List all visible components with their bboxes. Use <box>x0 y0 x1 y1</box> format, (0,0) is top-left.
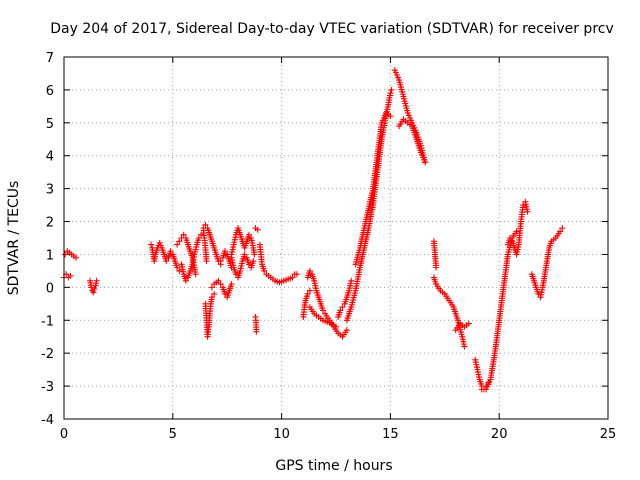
data-point <box>348 277 355 284</box>
x-tick-label: 10 <box>273 427 290 442</box>
data-point <box>202 221 209 228</box>
data-point <box>211 290 218 297</box>
data-point <box>167 248 174 255</box>
y-tick-label: 6 <box>46 84 54 99</box>
data-point <box>245 231 252 238</box>
x-axis-label: GPS time / hours <box>275 458 392 474</box>
y-tick-label: 2 <box>46 216 54 231</box>
grid <box>64 57 608 419</box>
data-point <box>559 225 566 232</box>
data-point <box>148 241 155 248</box>
data-point <box>67 272 74 279</box>
data-point <box>208 284 215 291</box>
x-tick-label: 15 <box>382 427 399 442</box>
data-point <box>203 258 210 265</box>
data-point <box>337 307 344 314</box>
y-tick-labels: -4 -3 -2 -1 0 1 2 3 4 5 6 7 <box>41 51 54 428</box>
y-tick-label: -1 <box>41 314 54 329</box>
data-point <box>208 294 215 301</box>
y-tick-label: 4 <box>46 150 54 165</box>
y-tick-label: 1 <box>46 248 54 263</box>
data-point <box>557 228 564 235</box>
data-point <box>507 235 514 241</box>
data-point <box>251 251 258 258</box>
data-point <box>304 290 311 297</box>
data-point <box>176 238 183 245</box>
data-point <box>343 327 350 334</box>
data-point <box>293 271 300 278</box>
data-point <box>254 226 261 233</box>
y-axis-label: SDTVAR / TECUs <box>6 181 22 296</box>
data-point <box>241 251 248 258</box>
data-point <box>513 228 520 235</box>
x-tick-label: 20 <box>491 427 508 442</box>
data-point <box>217 258 224 265</box>
data-point <box>250 258 257 265</box>
data-point <box>422 159 429 166</box>
data-point <box>222 248 229 255</box>
data-point <box>388 86 395 93</box>
data-point <box>62 251 69 258</box>
y-tick-label: 7 <box>46 51 54 66</box>
data-point <box>535 290 542 297</box>
y-tick-label: 3 <box>46 183 54 198</box>
x-tick-label: 0 <box>60 427 68 442</box>
x-tick-label: 25 <box>600 427 617 442</box>
data-point <box>93 277 100 284</box>
data-point <box>306 287 313 294</box>
plot-frame <box>63 56 609 420</box>
data-point <box>222 290 229 297</box>
data-point <box>182 277 189 284</box>
data-point <box>387 113 394 120</box>
data-point <box>215 277 222 284</box>
data-point <box>253 328 260 335</box>
data-points <box>61 67 566 393</box>
data-point <box>289 274 296 281</box>
x-tick-label: 5 <box>169 427 177 442</box>
data-point <box>90 289 97 296</box>
data-point <box>524 208 531 215</box>
data-point <box>319 307 326 314</box>
data-point <box>176 267 183 274</box>
data-point <box>520 202 527 209</box>
data-point <box>245 261 252 268</box>
y-tick-label: -2 <box>41 347 54 362</box>
data-point <box>333 323 339 330</box>
data-point <box>228 281 235 288</box>
data-point <box>163 258 170 265</box>
data-point <box>232 271 239 278</box>
data-point <box>387 90 394 97</box>
data-point <box>465 320 472 327</box>
data-point <box>339 304 346 311</box>
data-point <box>174 264 181 271</box>
data-point <box>91 286 98 293</box>
data-point <box>72 254 79 261</box>
y-tick-label: 0 <box>46 281 54 296</box>
data-point <box>180 231 187 238</box>
y-tick-label: -3 <box>41 380 54 395</box>
data-point <box>88 284 95 291</box>
data-point <box>261 267 268 274</box>
data-point <box>306 267 313 274</box>
chart-title: Day 204 of 2017, Sidereal Day-to-day VTE… <box>50 21 614 37</box>
data-point <box>174 241 181 248</box>
data-point <box>433 264 440 271</box>
data-point <box>217 281 224 288</box>
y-tick-label: -4 <box>41 413 54 428</box>
y-tick-label: 5 <box>46 117 54 132</box>
x-tick-labels: 0 5 10 15 20 25 <box>60 427 616 442</box>
data-point <box>192 271 199 278</box>
axis-ticks <box>63 56 609 420</box>
data-point <box>461 343 468 350</box>
data-point <box>195 235 202 241</box>
